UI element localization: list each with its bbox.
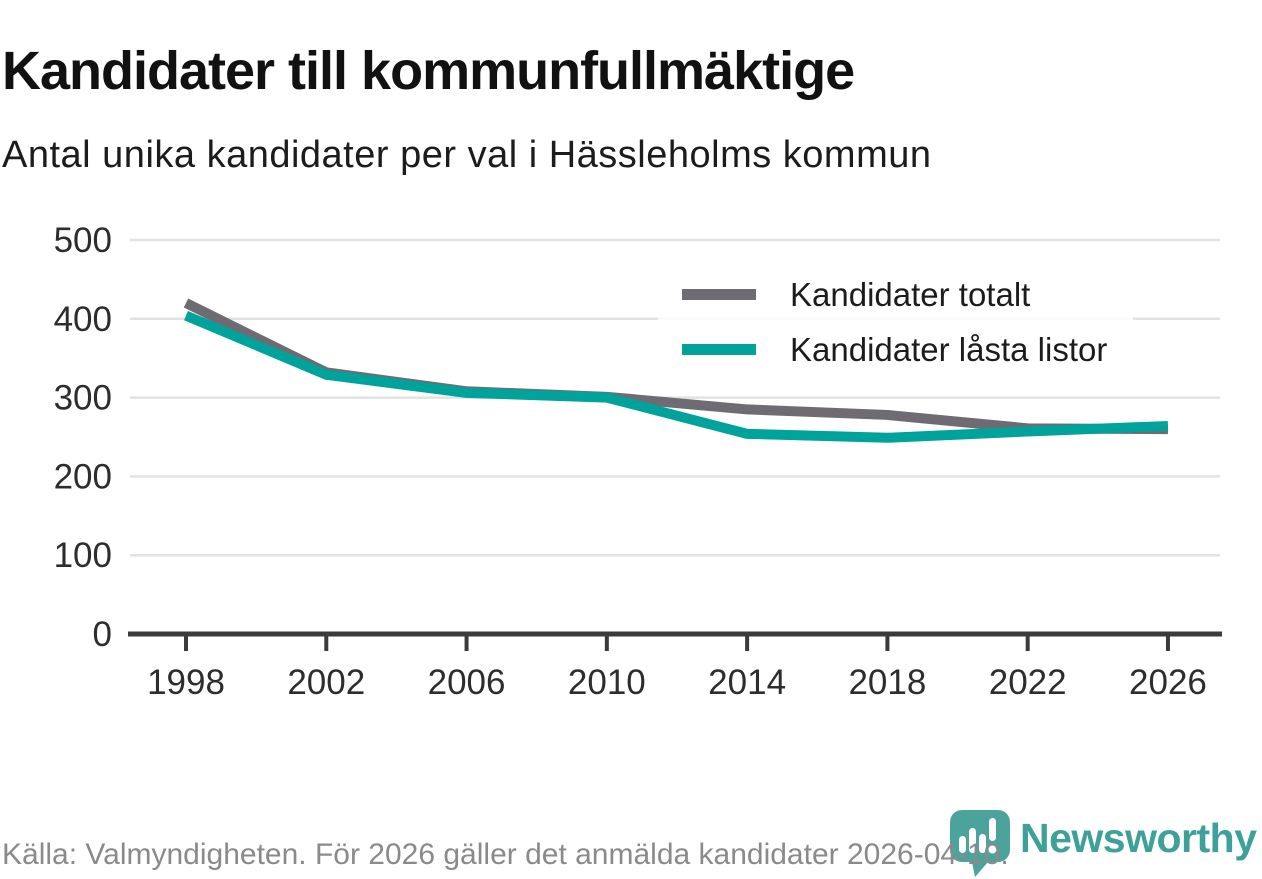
- source-note: Källa: Valmyndigheten. För 2026 gäller d…: [2, 838, 1009, 871]
- newsworthy-logo-text: Newsworthy: [1020, 815, 1257, 861]
- x-tick-label: 2010: [568, 663, 646, 702]
- x-axis-tick-labels: 1998 2002 2006 2010 2014 2018 2022 2026: [147, 663, 1207, 702]
- legend-item-totalt: Kandidater totalt: [682, 276, 1107, 314]
- y-tick-label: 400: [54, 300, 112, 339]
- chart-legend: Kandidater totalt Kandidater låsta listo…: [658, 262, 1134, 385]
- y-axis-tick-labels: 0 100 200 300 400 500: [54, 221, 112, 654]
- x-tick-label: 2014: [708, 663, 786, 702]
- x-tick-label: 1998: [147, 663, 225, 702]
- y-tick-label: 500: [54, 221, 112, 260]
- legend-label-totalt: Kandidater totalt: [790, 276, 1031, 313]
- y-tick-label: 100: [54, 536, 112, 575]
- y-tick-label: 200: [54, 457, 112, 496]
- x-tick-label: 2006: [428, 663, 506, 702]
- legend-item-lasta-listor: Kandidater låsta listor: [682, 331, 1107, 369]
- x-axis-tick-marks: [184, 636, 1170, 651]
- x-tick-label: 2002: [287, 663, 365, 702]
- x-tick-label: 2026: [1129, 663, 1207, 702]
- x-tick-label: 2022: [989, 663, 1067, 702]
- chart-subtitle: Antal unika kandidater per val i Hässleh…: [2, 134, 932, 176]
- newsworthy-logo: Newsworthy: [946, 806, 1257, 878]
- series-lines: [183, 298, 1169, 443]
- chart-title: Kandidater till kommunfullmäktige: [2, 41, 855, 102]
- line-kandidater-l-sta-listor: [184, 311, 1169, 443]
- legend-label-lasta-listor: Kandidater låsta listor: [790, 330, 1108, 368]
- newsworthy-logo-icon: [950, 810, 1010, 877]
- x-tick-label: 2018: [848, 663, 926, 702]
- legend-swatch-totalt: [682, 289, 756, 301]
- y-tick-label: 0: [93, 615, 112, 654]
- legend-swatch-lasta-listor: [682, 344, 756, 356]
- y-tick-label: 300: [54, 379, 112, 418]
